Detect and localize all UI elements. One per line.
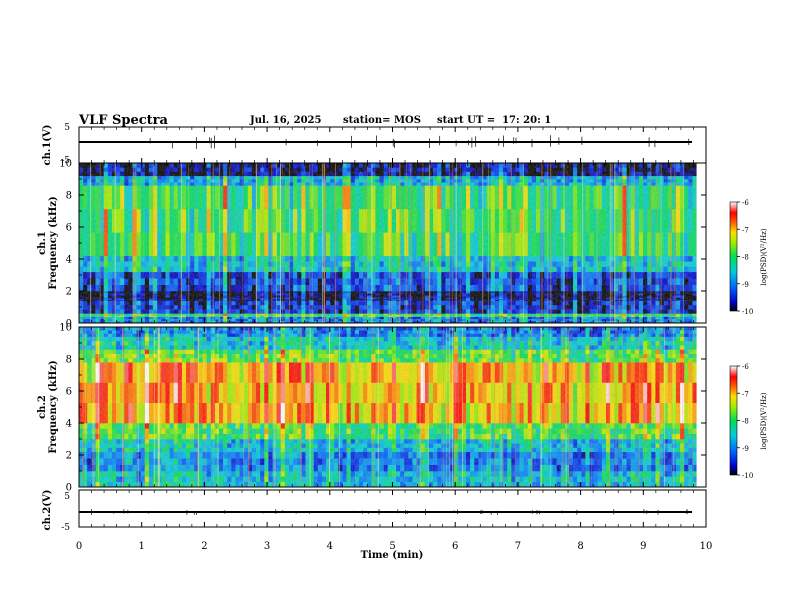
ch1-spectrogram-yticks: 0 2 4 6 8 10 <box>59 159 706 330</box>
colorbar-tick-label: -9 <box>742 281 749 289</box>
ch1-voltage-ylabel: ch.1(V) <box>42 124 53 165</box>
ch1-colorbar-label: log(PSD)(V²/Hz) <box>760 228 768 285</box>
colorbar-tick-label: -7 <box>742 226 749 234</box>
ch1-colorbar <box>729 201 738 312</box>
ch1-voltage-tick-top: 5 <box>64 123 70 133</box>
colorbar-tick-label: -6 <box>742 199 749 207</box>
ch1-voltage-spikes <box>149 135 690 149</box>
ch1-spectrogram-ylabel-channel: ch.1 <box>37 231 48 255</box>
ch1-voltage-frame <box>78 126 707 164</box>
ch1-spectrogram-panel: 0 2 4 6 8 10 ch.1 Frequency (kHz) -6 -7 -8 -9 -10… <box>37 159 768 330</box>
ytick-label: 6 <box>66 223 72 234</box>
colorbar-tick-label: -10 <box>742 308 753 316</box>
chart-title: VLF Spectra <box>79 113 168 128</box>
ytick-label: 10 <box>59 159 72 170</box>
start-time-label: start UT = 17: 20: 1 <box>437 115 552 126</box>
ch1-spectrogram-ylabel: Frequency (kHz) <box>48 196 59 289</box>
ytick-label: 8 <box>66 191 72 202</box>
ch1-colorbar-ticks: -6 -7 -8 -9 -10 <box>737 199 753 316</box>
colorbar-tick-label: -8 <box>742 254 749 262</box>
ytick-label: 0 <box>66 319 72 330</box>
ch1-spectrogram-image <box>79 163 706 324</box>
station-label: station= MOS <box>343 115 421 126</box>
spectrogram-texture <box>79 163 697 323</box>
spectrogram-blank <box>696 163 706 323</box>
date-label: Jul. 16, 2025 <box>250 115 322 126</box>
ch1-voltage-tick-bottom: -5 <box>61 156 70 166</box>
ytick-label: 2 <box>66 287 72 298</box>
ytick-label: 4 <box>66 255 72 266</box>
ch2-spectrogram-image <box>79 327 706 488</box>
